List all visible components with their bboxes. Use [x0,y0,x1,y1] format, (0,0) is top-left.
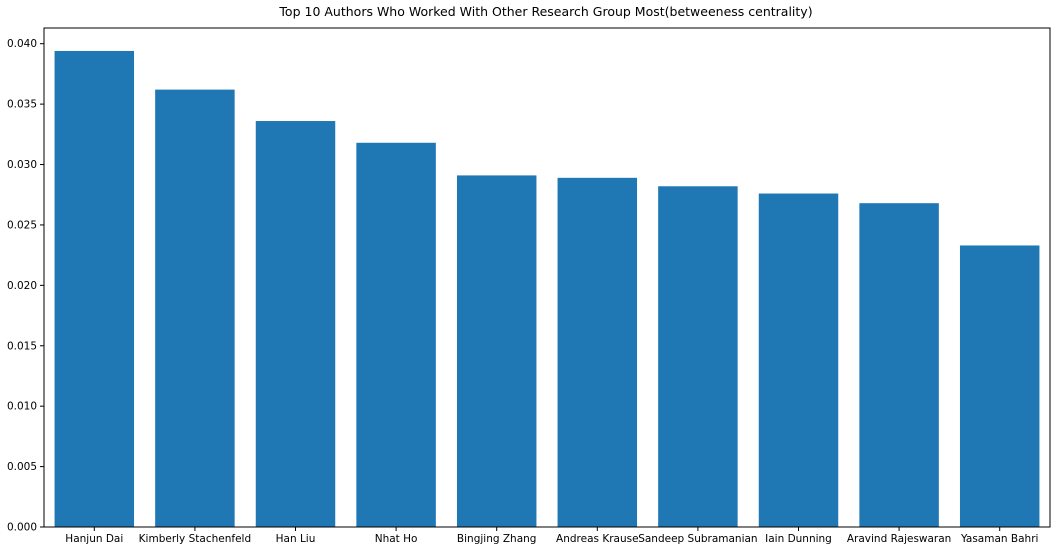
bar [658,186,738,528]
bar [356,142,436,527]
chart-title: Top 10 Authors Who Worked With Other Res… [279,4,813,19]
axes-layer: Hanjun Dai Kimberly Stachenfeld Han Liu Nha… [7,27,1051,545]
bar [557,177,638,528]
x-tick-label: Han Liu [276,533,316,545]
bars-layer [54,50,1040,528]
x-tick-label: Bingjing Zhang [457,533,537,545]
y-tick-label: 0.025 [7,219,37,231]
y-tick-label: 0.020 [7,280,37,292]
y-tick-label: 0.030 [7,159,37,171]
plot-frame [43,27,1051,528]
bar [959,245,1040,527]
bar [758,193,839,528]
y-tick-label: 0.040 [7,38,37,50]
bar [859,203,939,527]
y-tick-label: 0.035 [7,99,37,111]
bar [456,175,537,527]
y-tick-label: 0.005 [7,461,37,473]
y-tick-label: 0.010 [7,401,37,413]
y-tick-label: 0.015 [7,340,37,352]
x-tick-label: Hanjun Dai [65,533,123,545]
x-tick-label: Yasaman Bahri [960,533,1039,545]
x-tick-label: Kimberly Stachenfeld [139,533,251,545]
x-tick-label: Aravind Rajeswaran [847,533,952,545]
x-tick-label: Iain Dunning [765,533,832,545]
x-tick-label: Nhat Ho [375,533,418,545]
bar [155,89,235,527]
bar [255,121,336,527]
y-tick-label: 0.000 [7,522,37,534]
x-tick-label: Sandeep Subramanian [638,533,757,545]
x-tick-label: Andreas Krause [556,533,639,545]
bar [54,50,135,527]
